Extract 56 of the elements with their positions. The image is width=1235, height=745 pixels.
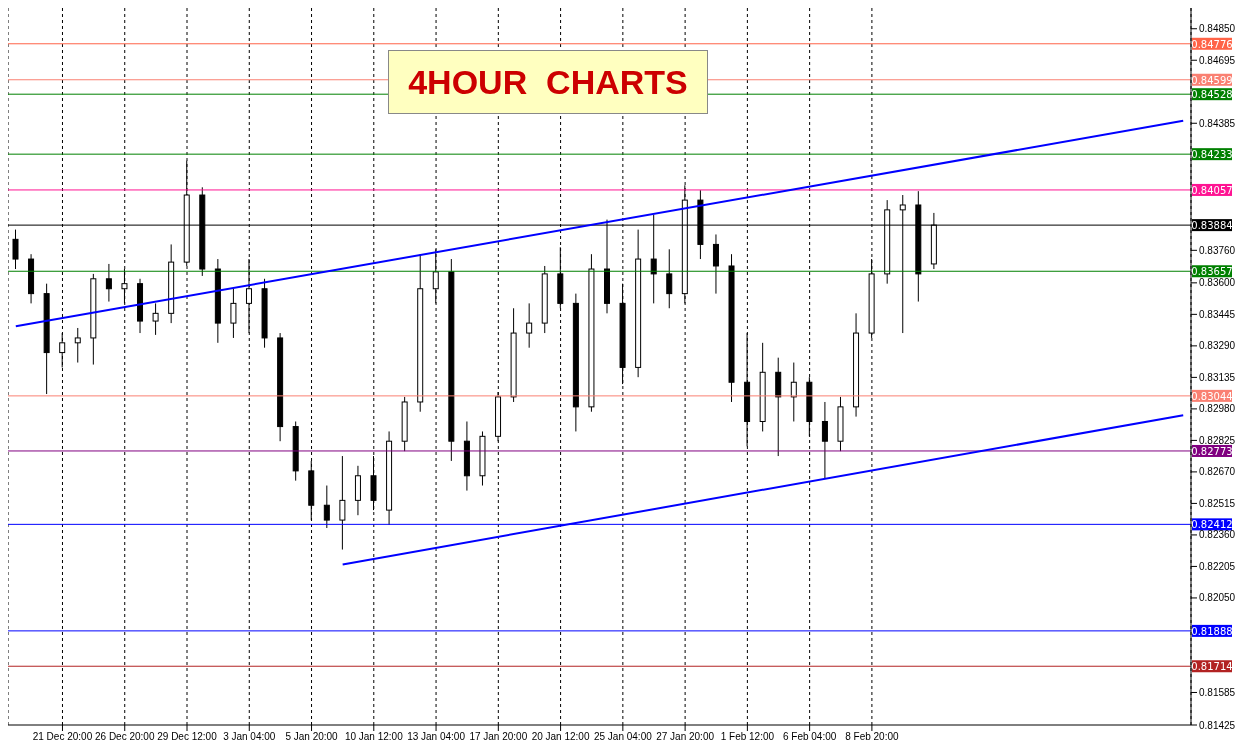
candlestick	[152, 302, 159, 336]
ref-line-label: 0.84599	[1191, 74, 1233, 86]
candlestick	[666, 248, 673, 309]
ref-line-label: 0.81714	[1191, 661, 1233, 673]
x-tick-label: 8 Feb 20:00	[845, 731, 900, 743]
x-tick-label: 17 Jan 20:00	[469, 731, 528, 743]
x-tick-label: 3 Jan 04:00	[223, 731, 276, 743]
ref-line-label: 0.82773	[1191, 445, 1233, 457]
ref-line-label: 0.84233	[1191, 149, 1233, 161]
x-tick-label: 27 Jan 20:00	[656, 731, 715, 743]
ref-line-label: 0.83044	[1191, 390, 1233, 402]
x-tick-label: 29 Dec 12:00	[157, 731, 218, 743]
y-tick-label: 0.83600	[1199, 277, 1235, 289]
candlestick	[12, 229, 19, 270]
candlestick	[526, 302, 533, 349]
candlestick	[712, 233, 719, 295]
y-tick-label: 0.83445	[1199, 308, 1235, 320]
candlestick	[230, 288, 237, 339]
candlestick	[74, 327, 81, 364]
y-tick-label: 0.81425	[1199, 719, 1235, 731]
x-tick-label: 10 Jan 12:00	[344, 731, 404, 743]
x-tick-label: 20 Jan 12:00	[531, 731, 590, 743]
ref-line-label: 0.83657	[1191, 266, 1233, 278]
text: 4HOUR CHARTS	[388, 50, 708, 114]
ref-line-label: 0.84528	[1191, 89, 1233, 101]
ref-line-label: 0.81888	[1191, 625, 1233, 637]
x-tick-label: 6 Feb 04:00	[782, 731, 837, 743]
x-tick-label: 26 Dec 20:00	[94, 731, 155, 743]
x-tick-label: 21 Dec 20:00	[32, 731, 93, 743]
candlestick	[339, 455, 346, 551]
y-tick-label: 0.84850	[1199, 23, 1235, 35]
ref-line-label: 0.82412	[1191, 519, 1233, 531]
ref-line-label: 0.84776	[1191, 38, 1233, 50]
y-tick-label: 0.82360	[1199, 529, 1235, 541]
candlestick	[821, 401, 828, 480]
y-tick-label: 0.83135	[1199, 371, 1235, 383]
y-tick-label: 0.82515	[1199, 497, 1235, 509]
y-tick-label: 0.82050	[1199, 592, 1235, 604]
candlestick	[323, 485, 330, 529]
y-tick-label: 0.84385	[1199, 117, 1235, 129]
y-tick-label: 0.82980	[1199, 403, 1235, 415]
x-tick-label: 5 Jan 20:00	[285, 731, 339, 743]
candlestick	[105, 263, 112, 303]
y-tick-label: 0.83290	[1199, 340, 1235, 352]
ref-line-label: 0.83884	[1191, 220, 1233, 232]
y-tick-label: 0.83760	[1199, 244, 1235, 256]
y-tick-label: 0.81585	[1199, 687, 1235, 699]
y-tick-label: 0.82670	[1199, 466, 1235, 478]
y-tick-label: 0.84695	[1199, 54, 1235, 66]
y-tick-label: 0.82825	[1199, 434, 1235, 446]
x-tick-label: 13 Jan 04:00	[407, 731, 466, 743]
candlestick	[790, 362, 797, 422]
ref-line-label: 0.84057	[1191, 184, 1233, 196]
y-tick-label: 0.82205	[1199, 560, 1235, 572]
x-tick-label: 1 Feb 12:00	[720, 731, 775, 743]
x-tick-label: 25 Jan 04:00	[593, 731, 653, 743]
